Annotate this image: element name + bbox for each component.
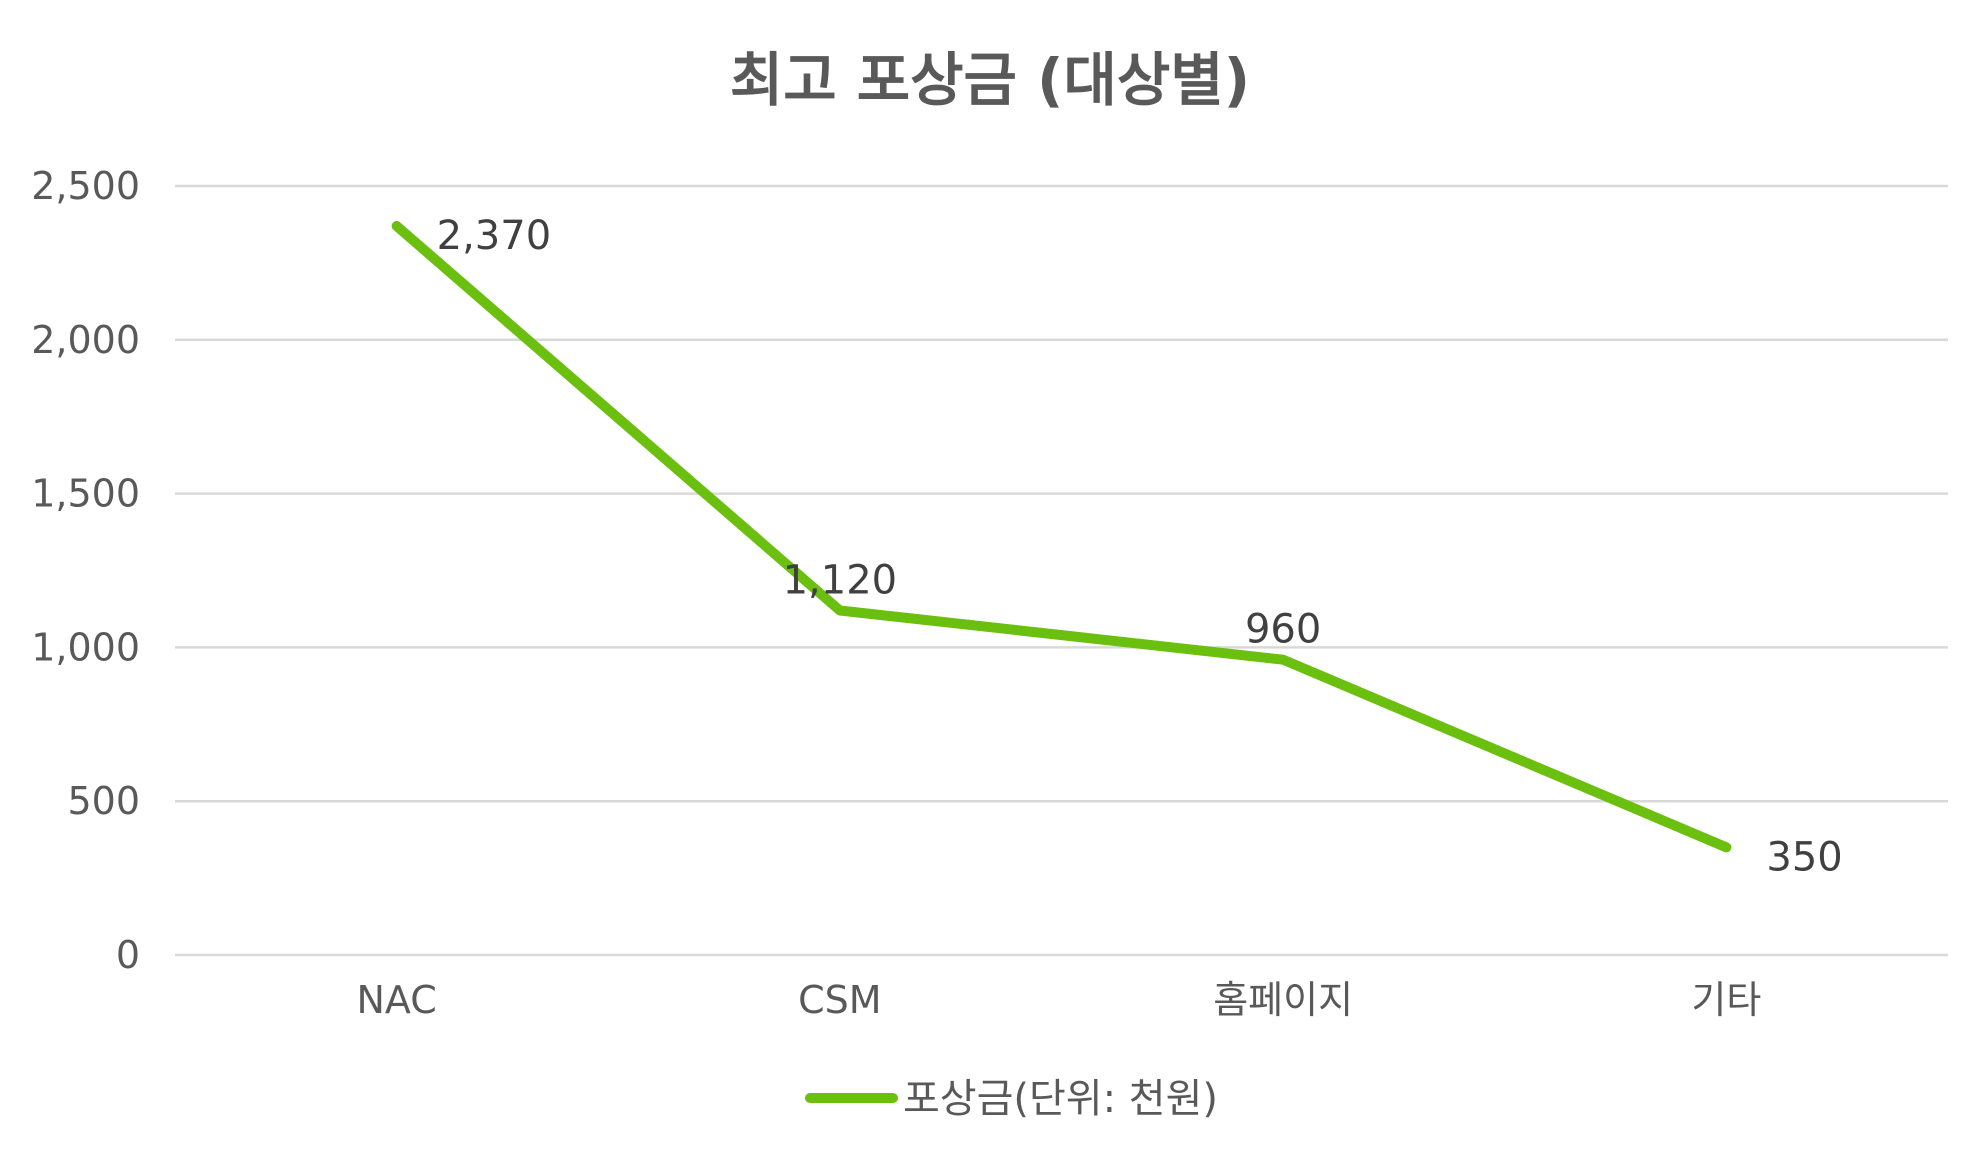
legend[interactable]: 포상금(단위: 천원) (805, 1076, 1218, 1122)
data-label: 2,370 (437, 213, 552, 259)
x-tick-label: 기타 (1691, 978, 1761, 1022)
series-layer (391, 220, 1732, 853)
gridlines (175, 184, 1948, 957)
x-tick-label: CSM (798, 978, 881, 1022)
y-tick-label: 0 (116, 933, 140, 977)
series-line (391, 220, 1732, 853)
y-tick-label: 500 (67, 779, 140, 823)
x-axis-ticks: NAC CSM 홈페이지 기타 (356, 978, 1761, 1022)
y-tick-label: 1,500 (31, 472, 140, 516)
y-axis-ticks: 0 500 1,000 1,500 2,000 2,500 (31, 164, 140, 977)
x-tick-label: NAC (356, 978, 436, 1022)
data-label: 1,120 (783, 557, 898, 603)
legend-label: 포상금(단위: 천원) (903, 1076, 1218, 1122)
x-tick-label: 홈페이지 (1213, 978, 1353, 1022)
y-tick-label: 2,000 (31, 318, 140, 362)
y-tick-label: 2,500 (31, 164, 140, 208)
y-tick-label: 1,000 (31, 625, 140, 669)
chart-title: 최고 포상금 (대상별) (730, 46, 1250, 114)
data-label: 350 (1766, 834, 1842, 880)
data-label: 960 (1245, 607, 1321, 653)
data-labels: 2,370 1,120 960 350 (437, 213, 1843, 880)
